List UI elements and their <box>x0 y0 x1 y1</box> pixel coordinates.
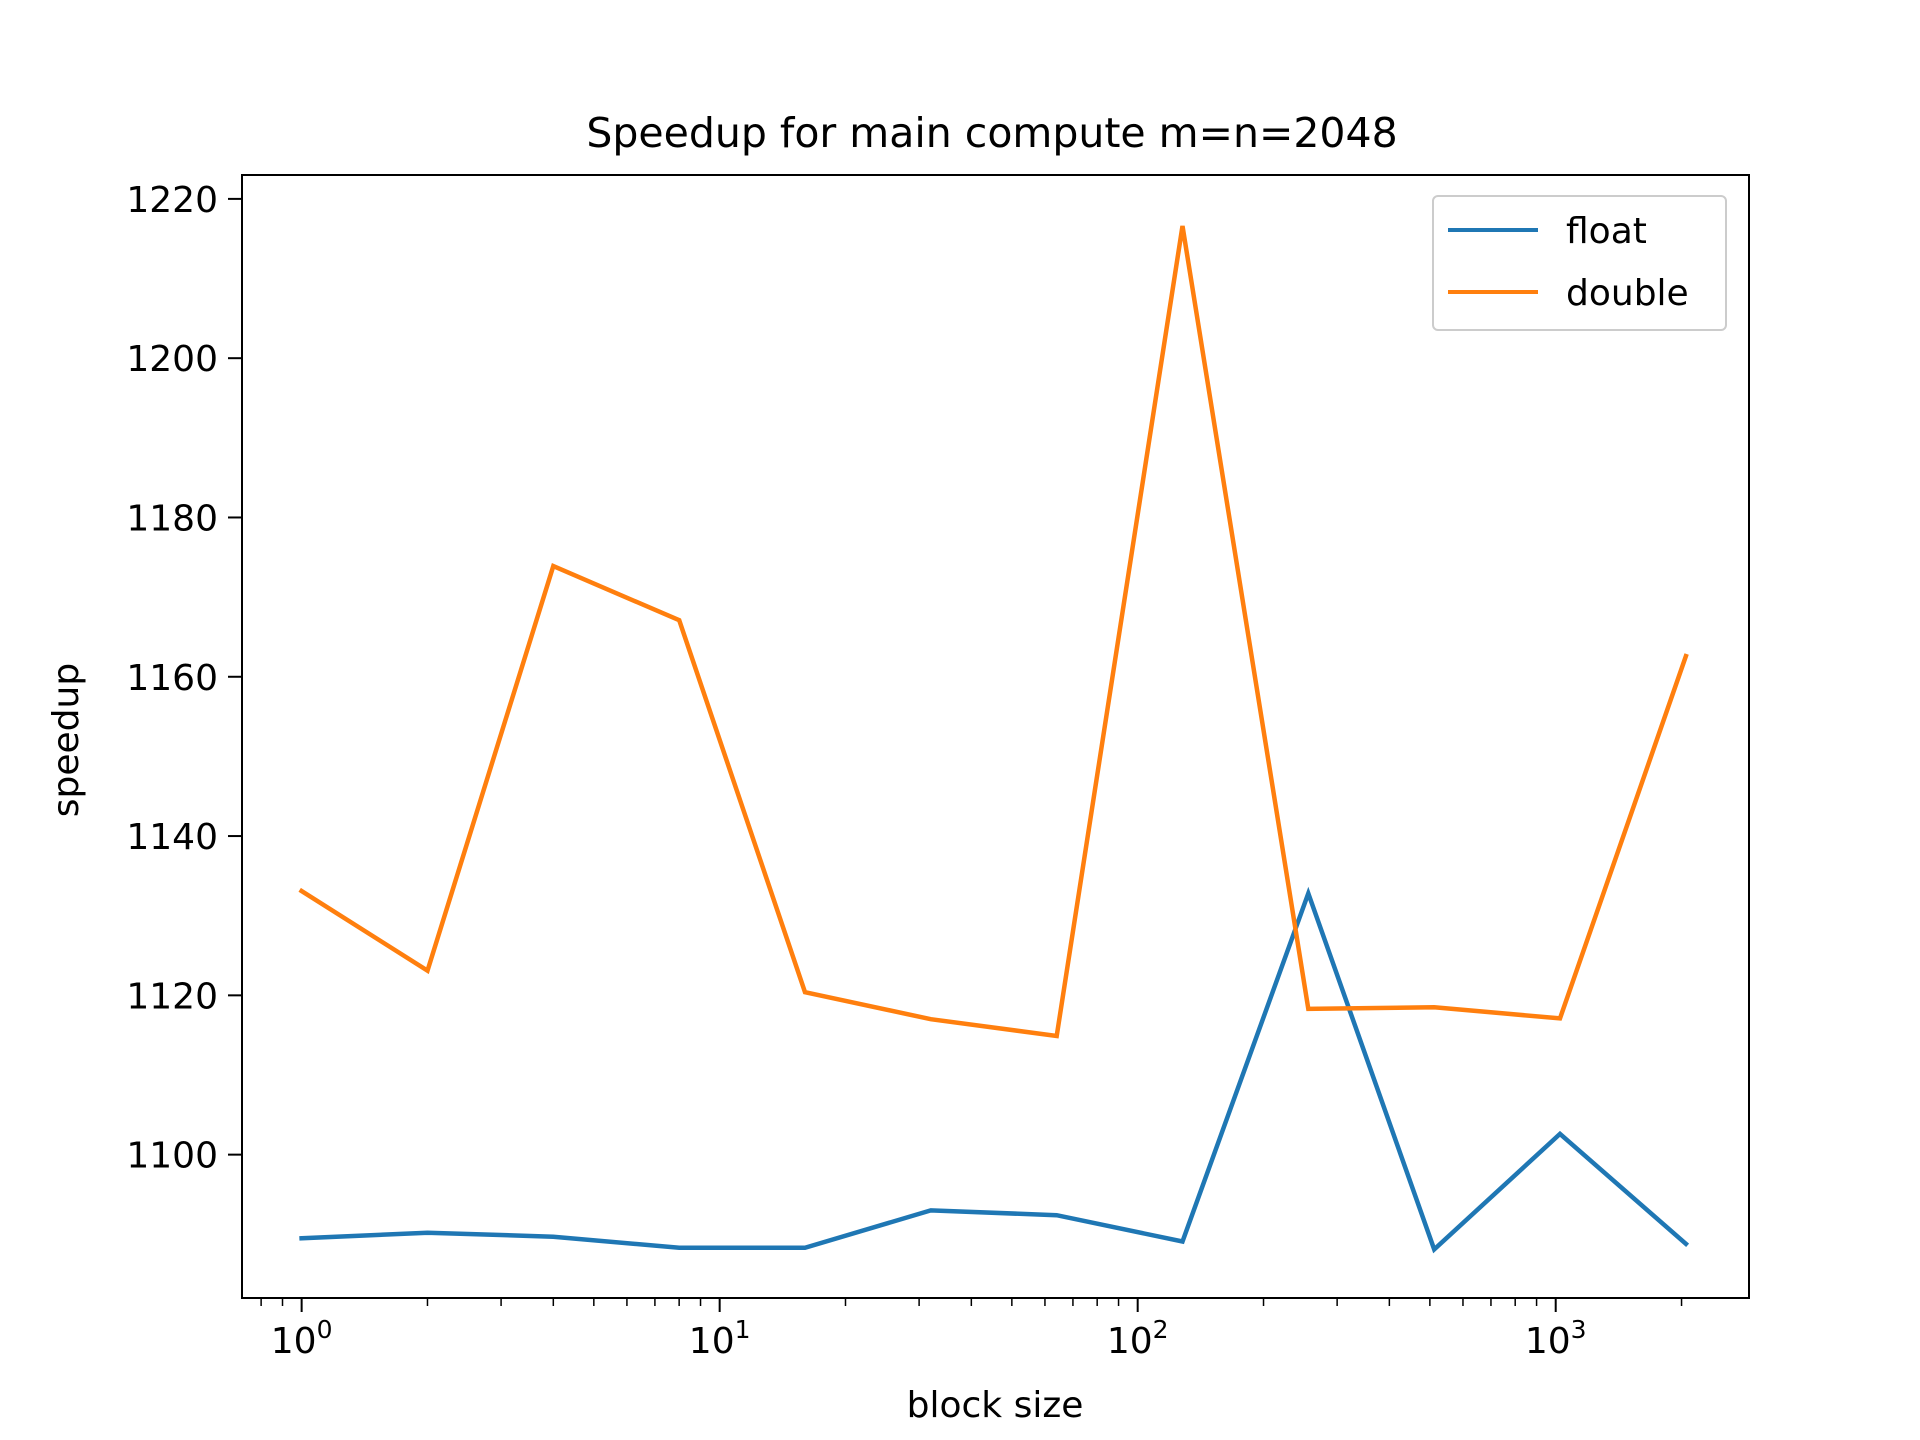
plot-frame <box>241 174 1750 1299</box>
x-tick-label: 103 <box>1525 1315 1587 1362</box>
y-tick-label: 1220 <box>126 180 218 221</box>
series-line-float <box>299 886 1690 1254</box>
y-tick-label: 1200 <box>126 339 218 380</box>
series-line-double <box>298 225 1689 1039</box>
plot-area <box>241 174 1750 1299</box>
y-axis: 1100 1120 1140 1160 1180 1200 1220 <box>126 180 242 1177</box>
y-tick-label: 1180 <box>126 498 218 539</box>
y-tick-label: 1160 <box>126 658 218 699</box>
legend-label-double: double <box>1566 273 1689 314</box>
x-tick-label: 102 <box>1107 1315 1169 1362</box>
x-axis: 100 101 102 103 <box>260 1298 1683 1362</box>
chart-title: Speedup for main compute m=n=2048 <box>586 109 1397 157</box>
y-tick-label: 1100 <box>126 1136 218 1177</box>
legend: float double <box>1432 195 1727 331</box>
y-axis-label: speedup <box>46 663 87 817</box>
x-tick-label: 101 <box>689 1315 751 1362</box>
x-axis-label: block size <box>907 1385 1084 1426</box>
x-tick-label: 100 <box>271 1315 333 1362</box>
y-tick-label: 1140 <box>126 817 218 858</box>
y-tick-label: 1120 <box>126 976 218 1017</box>
legend-label-float: float <box>1566 211 1647 252</box>
